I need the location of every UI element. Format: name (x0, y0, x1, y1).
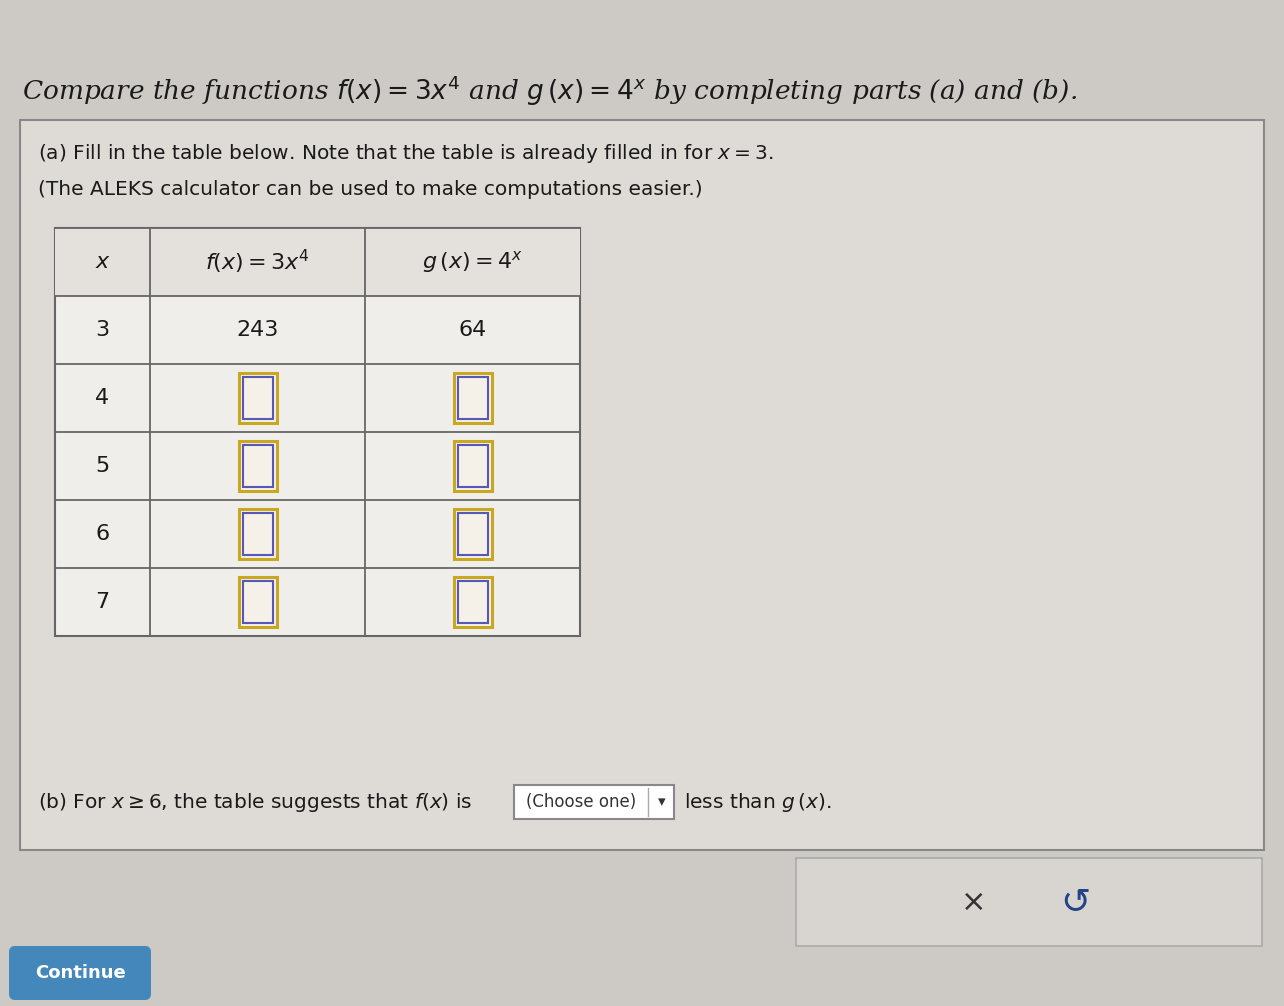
Bar (453, 509, 492, 559)
Text: 5: 5 (95, 456, 109, 476)
Bar (457, 377, 488, 420)
Bar (239, 509, 276, 559)
Text: 3: 3 (95, 320, 109, 340)
Bar (243, 581, 272, 623)
Bar (243, 377, 272, 420)
Bar (457, 445, 488, 487)
Text: ▾: ▾ (659, 795, 666, 810)
Text: Compare the functions $f(x) = 3x^4$ and $g\,(x) = 4^x$ by completing parts (a) a: Compare the functions $f(x) = 3x^4$ and … (22, 73, 1077, 108)
Bar (457, 513, 488, 555)
Bar (457, 581, 488, 623)
Text: Continue: Continue (35, 964, 126, 982)
Bar (453, 373, 492, 423)
Bar (453, 441, 492, 491)
Text: ×: × (960, 887, 986, 916)
Text: $x$: $x$ (95, 252, 110, 273)
Text: less than $g\,(x)$.: less than $g\,(x)$. (684, 791, 831, 814)
Text: ↺: ↺ (1061, 885, 1090, 919)
Text: 64: 64 (458, 320, 487, 340)
Bar (55, 228, 580, 636)
Text: $f(x) = 3x^4$: $f(x) = 3x^4$ (205, 247, 309, 276)
Bar (239, 373, 276, 423)
Text: 6: 6 (95, 524, 109, 544)
Text: (a) Fill in the table below. Note that the table is already filled in for $x = 3: (a) Fill in the table below. Note that t… (39, 142, 773, 165)
Bar (796, 858, 1262, 946)
Text: 4: 4 (95, 388, 109, 408)
Text: (Choose one): (Choose one) (526, 793, 637, 811)
Text: $g\,(x) = 4^x$: $g\,(x) = 4^x$ (422, 249, 523, 275)
Text: (b) For $x \geq 6$, the table suggests that $f(x)$ is: (b) For $x \geq 6$, the table suggests t… (39, 791, 473, 814)
Bar (55, 228, 580, 296)
Bar (514, 785, 674, 819)
FancyBboxPatch shape (9, 946, 152, 1000)
Bar (239, 441, 276, 491)
Bar (453, 577, 492, 627)
Bar (239, 577, 276, 627)
Bar (243, 445, 272, 487)
Text: (The ALEKS calculator can be used to make computations easier.): (The ALEKS calculator can be used to mak… (39, 180, 702, 199)
Bar (243, 513, 272, 555)
Text: 243: 243 (236, 320, 279, 340)
Bar (21, 120, 1263, 850)
Text: 7: 7 (95, 592, 109, 612)
